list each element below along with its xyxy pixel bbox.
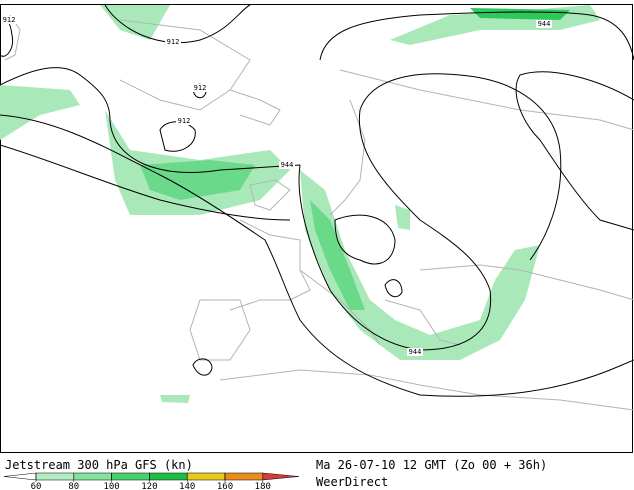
contour-label: 944 bbox=[538, 20, 551, 28]
colorbar-segment bbox=[73, 472, 112, 481]
colorbar-above bbox=[262, 472, 299, 481]
contour-label: 912 bbox=[178, 117, 191, 125]
colorbar-tick-label: 60 bbox=[31, 482, 42, 490]
colorbar-tick-label: 180 bbox=[255, 482, 271, 490]
contour-label: 912 bbox=[194, 84, 207, 92]
legend-title: Jetstream 300 hPa GFS (kn) bbox=[5, 458, 193, 472]
source: WeerDirect bbox=[316, 475, 388, 489]
colorbar: 60 80 100 120 140 160 180 bbox=[3, 472, 299, 490]
colorbar-tick-label: 140 bbox=[179, 482, 195, 490]
colorbar-below bbox=[3, 472, 37, 481]
colorbar-segment bbox=[149, 472, 188, 481]
colorbar-tick-label: 120 bbox=[141, 482, 157, 490]
colorbar-segment bbox=[186, 472, 226, 481]
contour-label: 944 bbox=[281, 161, 294, 169]
colorbar-segment bbox=[224, 472, 264, 481]
colorbar-segment bbox=[35, 472, 75, 481]
contour-label: 912 bbox=[3, 16, 16, 24]
colorbar-tick-label: 80 bbox=[68, 482, 79, 490]
contour-label: 912 bbox=[167, 38, 180, 46]
coastlines bbox=[4, 14, 634, 411]
colorbar-tick-label: 160 bbox=[217, 482, 233, 490]
contours bbox=[0, 4, 634, 397]
jet-areas bbox=[0, 5, 600, 403]
contour-labels: 912 912 912 912 944 944 944 bbox=[1, 16, 552, 356]
colorbar-segment bbox=[111, 472, 150, 481]
colorbar-tick-label: 100 bbox=[103, 482, 119, 490]
valid-time: Ma 26-07-10 12 GMT (Zo 00 + 36h) bbox=[316, 458, 547, 472]
contour-label: 944 bbox=[409, 348, 422, 356]
